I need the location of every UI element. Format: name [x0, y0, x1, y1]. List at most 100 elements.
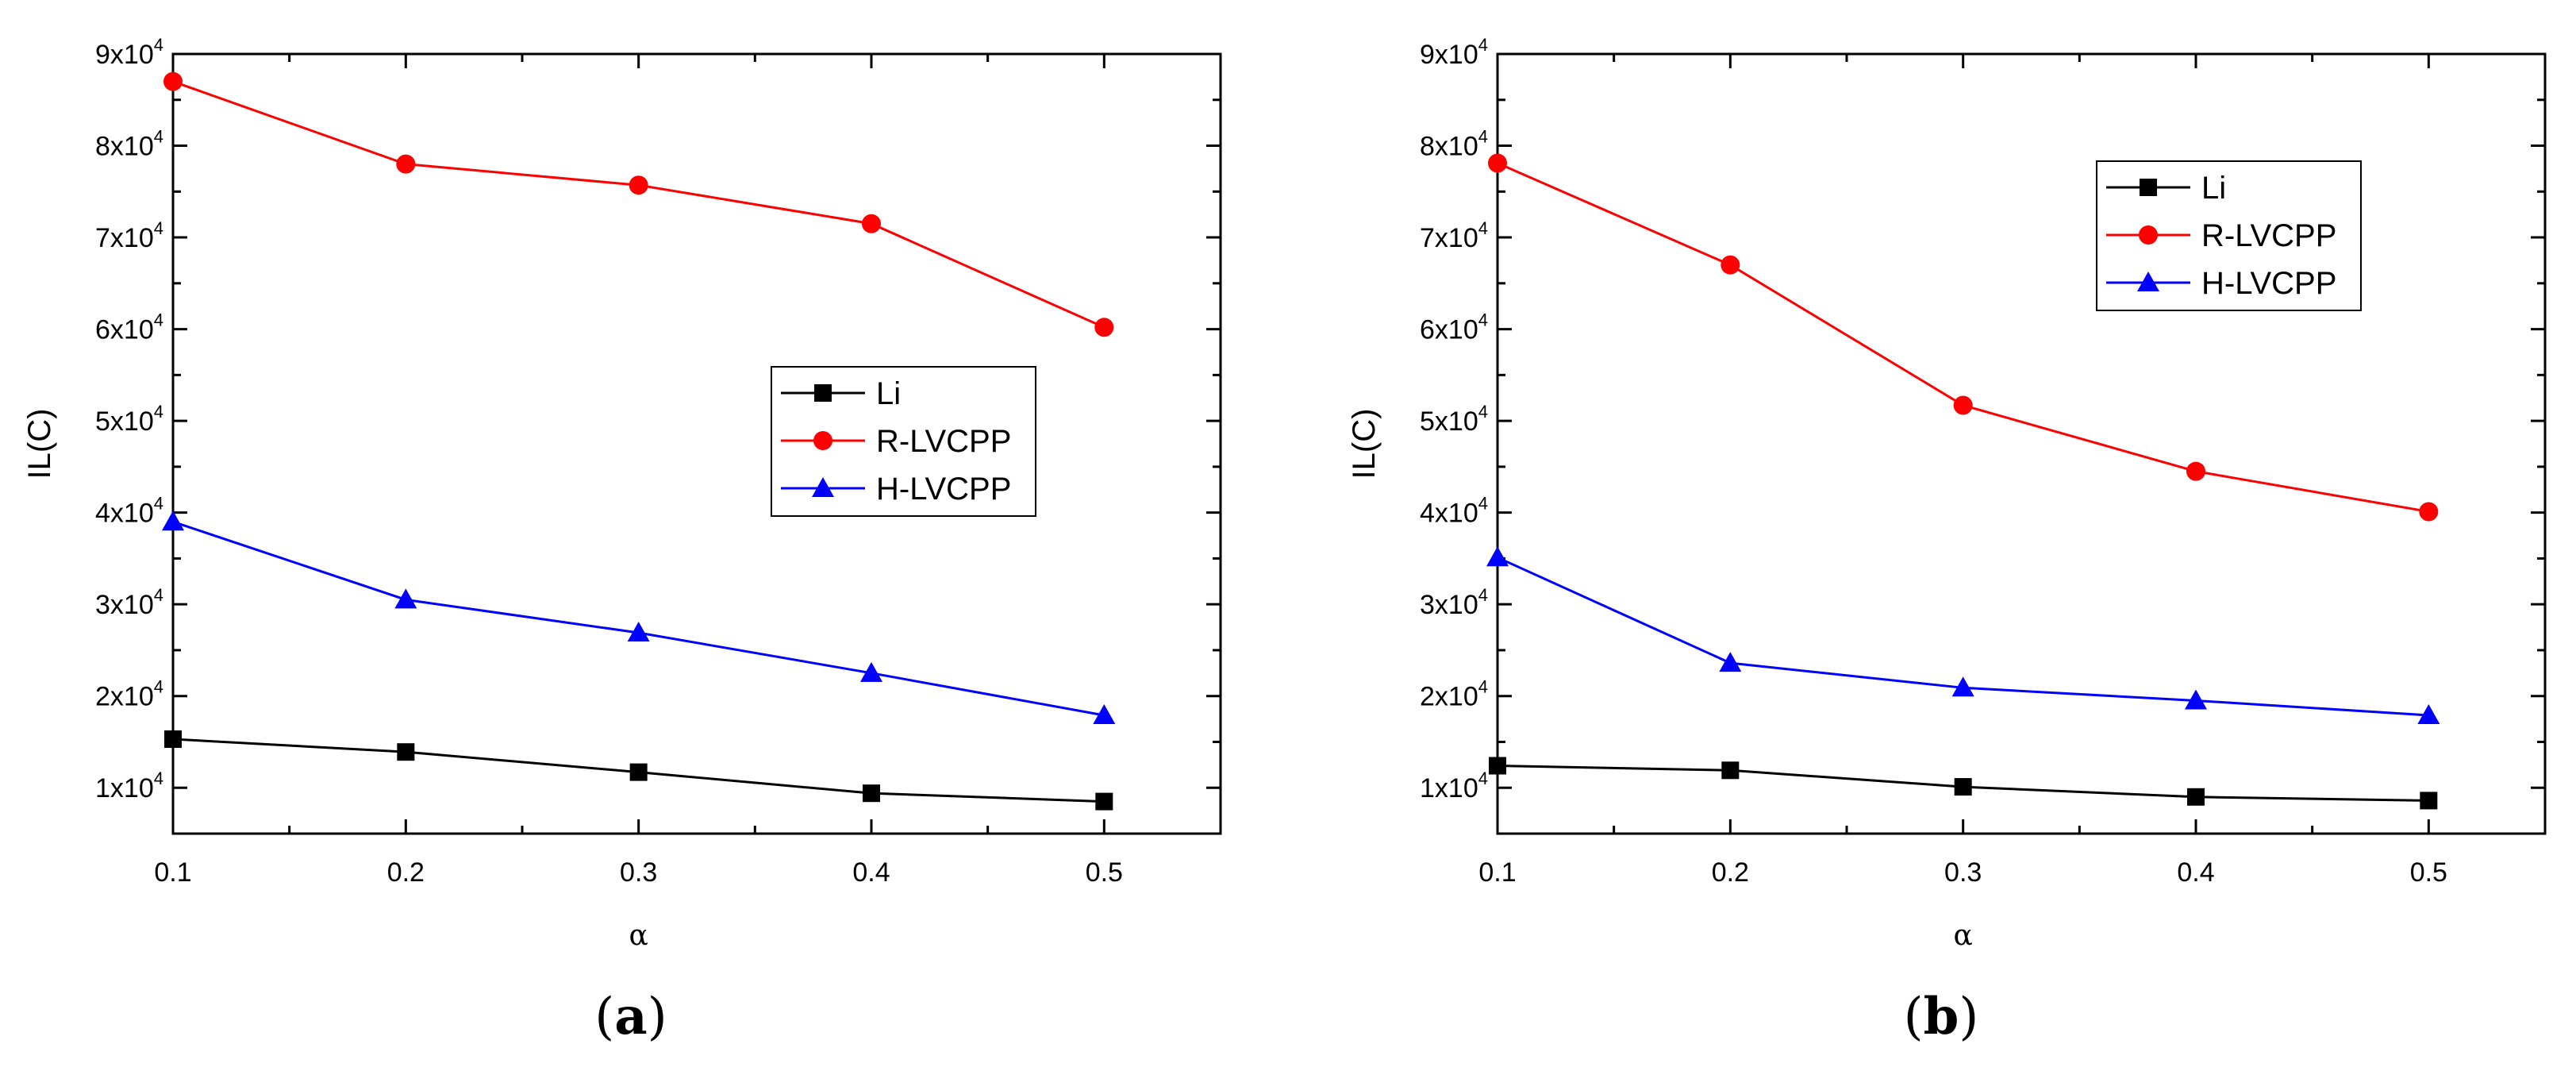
series-line	[172, 520, 1105, 717]
y-tick-label: 6x104	[95, 310, 163, 345]
legend-label: H-LVCPP	[2201, 266, 2336, 301]
y-tick-label: 8x104	[1420, 127, 1488, 162]
panel-label-close: )	[648, 988, 667, 1046]
data-point	[2186, 461, 2205, 481]
y-tick-mantissa: 2x10	[95, 682, 154, 712]
y-tick-exponent: 4	[154, 494, 163, 514]
data-point	[860, 661, 882, 682]
y-tick-mantissa: 7x10	[95, 223, 154, 253]
data-point	[627, 621, 650, 641]
y-tick-label: 5x104	[1420, 402, 1488, 437]
y-tick-label: 3x104	[95, 585, 163, 620]
data-point	[1488, 153, 1507, 173]
y-tick-mantissa: 5x10	[1420, 406, 1478, 437]
data-point	[629, 763, 648, 781]
chart-b: 0.1 0.2 0.3 0.4 0.51x1042x1043x1044x1045x104…	[1347, 35, 2547, 1046]
y-tick-mantissa: 9x10	[95, 40, 154, 70]
data-point	[1094, 318, 1114, 337]
data-point	[396, 154, 416, 174]
data-point	[2185, 689, 2207, 710]
y-tick-label: 7x104	[95, 218, 163, 253]
series-line	[172, 80, 1105, 329]
y-tick-exponent: 4	[154, 677, 163, 697]
chart-a: 0.1 0.2 0.3 0.4 0.51x1042x1043x1044x1045x104…	[22, 35, 1222, 1046]
data-point	[394, 588, 417, 609]
y-tick-exponent: 4	[154, 218, 163, 238]
data-point	[862, 214, 881, 233]
legend-swatch-marker	[2140, 179, 2157, 196]
y-tick-exponent: 4	[154, 585, 163, 605]
y-tick-exponent: 4	[1478, 585, 1488, 605]
legend: Li R-LVCPP H-LVCPP	[771, 366, 1036, 517]
y-tick-mantissa: 2x10	[1420, 682, 1478, 712]
y-axis-title: IL(C)	[1347, 409, 1382, 480]
y-tick-label: 8x104	[95, 127, 163, 162]
data-point	[1954, 778, 1972, 796]
y-tick-label: 3x104	[1420, 585, 1488, 620]
x-tick-label: 0.4	[2177, 857, 2214, 888]
series-r-lvcpp	[1488, 153, 2439, 522]
x-tick-label: 0.3	[1944, 857, 1982, 888]
legend-label: R-LVCPP	[2201, 218, 2336, 253]
y-tick-exponent: 4	[154, 127, 163, 147]
plot-frame	[171, 52, 1222, 835]
legend-swatch-marker	[2139, 225, 2158, 245]
data-point	[1953, 395, 1973, 415]
legend-swatch-marker	[814, 384, 832, 402]
y-tick-label: 1x104	[1420, 769, 1488, 803]
y-tick-mantissa: 7x10	[1420, 223, 1478, 253]
series-li	[1489, 757, 2438, 810]
x-tick-label: 0.4	[852, 857, 890, 888]
data-point	[2419, 502, 2439, 522]
data-point	[1721, 255, 1740, 275]
data-point	[1719, 652, 1742, 672]
data-point	[1721, 761, 1740, 780]
y-tick-exponent: 4	[1478, 402, 1488, 422]
data-point	[1489, 757, 1506, 775]
y-tick-exponent: 4	[154, 769, 163, 788]
legend: Li R-LVCPP H-LVCPP	[2096, 160, 2362, 311]
data-point	[1095, 792, 1113, 811]
data-point	[1486, 546, 1509, 567]
y-tick-label: 1x104	[95, 769, 163, 803]
panel-label-open: (	[1904, 988, 1924, 1046]
y-axis-title: IL(C)	[22, 409, 57, 480]
y-tick-exponent: 4	[1478, 769, 1488, 788]
y-tick-label: 2x104	[95, 677, 163, 712]
x-axis-title: α	[1954, 919, 1973, 952]
y-tick-mantissa: 1x10	[1420, 773, 1478, 803]
y-tick-exponent: 4	[1478, 127, 1488, 147]
plot-frame	[1496, 52, 2547, 835]
y-tick-mantissa: 4x10	[1420, 499, 1478, 529]
y-tick-exponent: 4	[1478, 310, 1488, 330]
series-h-lvcpp	[162, 510, 1116, 724]
data-point	[863, 784, 880, 803]
series-li	[164, 730, 1113, 811]
panel-label-letter: a	[614, 987, 647, 1046]
data-point	[162, 510, 184, 531]
x-tick-label: 0.2	[1712, 857, 1749, 888]
y-tick-label: 4x104	[1420, 494, 1488, 529]
y-tick-exponent: 4	[1478, 218, 1488, 238]
x-tick-label: 0.1	[154, 857, 191, 888]
y-tick-label: 2x104	[1420, 677, 1488, 712]
y-tick-exponent: 4	[1478, 494, 1488, 514]
y-tick-mantissa: 6x10	[1420, 315, 1478, 345]
y-tick-label: 6x104	[1420, 310, 1488, 345]
legend-label: R-LVCPP	[876, 424, 1011, 459]
y-tick-label: 9x104	[95, 35, 163, 70]
data-point	[2417, 703, 2440, 724]
legend-label: H-LVCPP	[876, 472, 1011, 507]
x-tick-label: 0.5	[1086, 857, 1123, 888]
data-point	[163, 71, 183, 91]
legend-swatch-marker	[813, 431, 832, 450]
x-tick-label: 0.2	[387, 857, 425, 888]
y-tick-exponent: 4	[154, 310, 163, 330]
x-axis-title: α	[629, 919, 648, 952]
data-point	[629, 175, 648, 195]
y-tick-mantissa: 3x10	[95, 590, 154, 620]
y-tick-mantissa: 1x10	[95, 773, 154, 803]
y-tick-mantissa: 9x10	[1420, 40, 1478, 70]
panel-label-close: )	[1959, 988, 1978, 1046]
legend-swatch-marker	[2137, 272, 2159, 291]
